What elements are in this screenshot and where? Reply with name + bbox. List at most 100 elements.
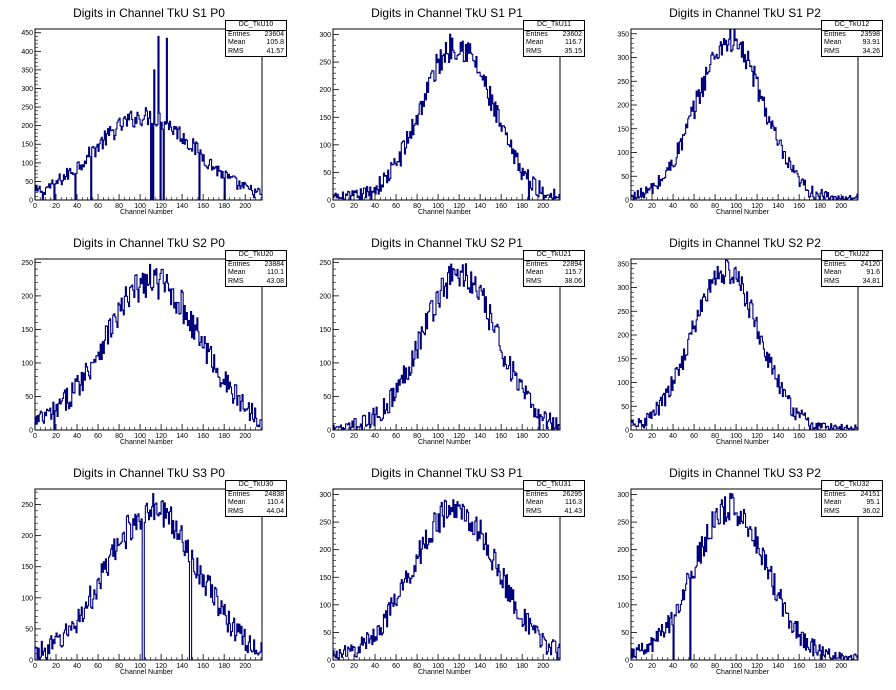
histogram-series-line: [332, 263, 561, 431]
chart-title: Digits in Channel TkU S1 P2: [669, 6, 821, 20]
y-tick-label: 300: [319, 492, 331, 499]
x-tick-label: 80: [115, 663, 123, 670]
stats-box: DC_TkU10 Entries 23604 Mean 105.8 RMS 41.57: [225, 20, 287, 57]
histogram-svg: 0 50 100 150 200 250 0 20 40 60 80 100 120 140 160 180 2…: [319, 258, 561, 440]
stats-label: RMS: [824, 277, 840, 285]
y-tick-label: 200: [319, 547, 331, 554]
stats-histogram-name: DC_TkU11: [524, 21, 584, 31]
y-tick-label: 100: [617, 602, 629, 609]
stats-label: RMS: [228, 277, 244, 285]
stats-value: 115.7: [565, 269, 582, 276]
x-tick-label: 120: [751, 433, 763, 440]
plot-frame: [34, 258, 263, 431]
stats-box: DC_TkU30 Entries 24838 Mean 110.4 RMS 44.04: [225, 480, 287, 517]
y-tick-label: 150: [21, 142, 33, 149]
chart-title: Digits in Channel TkU S2 P2: [669, 236, 821, 250]
histogram-svg: 0 50 100 150 200 250 300 0 20 40 60 80 100 120 140 160 1…: [319, 488, 561, 670]
x-tick-label: 60: [392, 203, 400, 210]
stats-row-rms: RMS 43.08: [226, 278, 286, 287]
stats-box: DC_TkU32 Entries 24151 Mean 95.1 RMS 36.02: [821, 480, 883, 517]
stats-box: DC_TkU12 Entries 23598 Mean 93.91 RMS 34.26: [821, 20, 883, 57]
x-tick-label: 100: [432, 663, 444, 670]
y-tick-label: 50: [621, 404, 629, 411]
y-tick-label: 100: [319, 602, 331, 609]
x-tick-label: 40: [669, 433, 677, 440]
x-tick-label: 140: [772, 433, 784, 440]
stats-value: 38.06: [564, 277, 582, 285]
y-tick-label: 50: [323, 394, 331, 401]
y-tick-label: 250: [617, 520, 629, 527]
stats-row-rms: RMS 41.43: [524, 508, 584, 517]
y-tick-label: 200: [21, 293, 33, 300]
y-tick-label: 200: [21, 533, 33, 540]
stats-value: 95.1: [866, 499, 880, 506]
x-tick-label: 160: [793, 663, 805, 670]
stats-value: 93.91: [862, 39, 880, 46]
histogram-panel: 0 50 100 150 200 250 300 350 0 20 40 60 80 100 120 140 1…: [596, 230, 894, 460]
x-tick-label: 140: [772, 203, 784, 210]
x-tick-label: 20: [350, 663, 358, 670]
x-axis-label: Channel Number: [418, 439, 471, 446]
stats-value: 24151: [860, 490, 880, 498]
x-tick-label: 20: [648, 663, 656, 670]
plot-frame: [332, 258, 561, 431]
x-tick-label: 140: [176, 433, 188, 440]
stats-box: DC_TkU21 Entries 22894 Mean 115.7 RMS 38.06: [523, 250, 585, 287]
y-tick-label: 350: [617, 31, 629, 38]
stats-row-entries: Entries 24120: [822, 261, 882, 270]
x-tick-label: 180: [516, 663, 528, 670]
y-tick-label: 300: [21, 86, 33, 93]
stats-label: Entries: [824, 260, 846, 268]
y-tick-label: 250: [617, 79, 629, 86]
stats-label: RMS: [228, 47, 244, 55]
x-tick-label: 160: [793, 203, 805, 210]
y-tick-label: 300: [617, 285, 629, 292]
stats-value: 41.57: [266, 47, 284, 55]
x-tick-label: 40: [371, 433, 379, 440]
plot-frame: [630, 488, 859, 661]
x-tick-label: 120: [751, 203, 763, 210]
stats-row-rms: RMS 35.15: [524, 48, 584, 57]
stats-label: RMS: [526, 507, 542, 515]
x-tick-label: 80: [711, 203, 719, 210]
y-tick-label: 250: [319, 260, 331, 267]
histogram-series-line: [630, 258, 859, 431]
histogram-svg: 0 50 100 150 200 250 300 350 400 450 0 20 40 60 80 100 1…: [21, 28, 263, 210]
y-tick-label: 0: [327, 658, 331, 665]
x-tick-label: 80: [115, 433, 123, 440]
y-tick-label: 350: [617, 261, 629, 268]
histogram-panel: 0 50 100 150 200 250 300 0 20 40 60 80 100 120 140 160 1…: [298, 460, 596, 690]
stats-value: 23598: [860, 30, 880, 38]
x-tick-label: 60: [94, 663, 102, 670]
x-tick-label: 140: [474, 203, 486, 210]
stats-row-mean: Mean 110.4: [226, 499, 286, 508]
histogram-series-line: [630, 492, 859, 661]
x-tick-label: 140: [772, 663, 784, 670]
stats-value: 43.08: [266, 277, 284, 285]
x-tick-label: 0: [33, 433, 37, 440]
x-axis-label: Channel Number: [716, 439, 769, 446]
x-tick-label: 80: [711, 663, 719, 670]
x-axis-label: Channel Number: [716, 669, 769, 676]
x-tick-label: 80: [711, 433, 719, 440]
y-tick-label: 150: [617, 575, 629, 582]
x-tick-label: 100: [432, 433, 444, 440]
y-tick-label: 50: [25, 179, 33, 186]
stats-row-entries: Entries 26295: [524, 491, 584, 500]
stats-row-mean: Mean 95.1: [822, 499, 882, 508]
y-tick-label: 250: [319, 520, 331, 527]
y-tick-label: 100: [617, 150, 629, 157]
y-tick-label: 100: [21, 160, 33, 167]
x-tick-label: 100: [134, 663, 146, 670]
stats-row-entries: Entries 23884: [226, 261, 286, 270]
stats-histogram-name: DC_TkU12: [822, 21, 882, 31]
y-tick-label: 150: [617, 126, 629, 133]
x-axis-label: Channel Number: [716, 209, 769, 216]
y-tick-label: 250: [617, 309, 629, 316]
x-tick-label: 160: [495, 433, 507, 440]
stats-label: RMS: [526, 277, 542, 285]
x-tick-label: 100: [730, 433, 742, 440]
x-tick-label: 100: [134, 203, 146, 210]
y-tick-label: 150: [21, 327, 33, 334]
